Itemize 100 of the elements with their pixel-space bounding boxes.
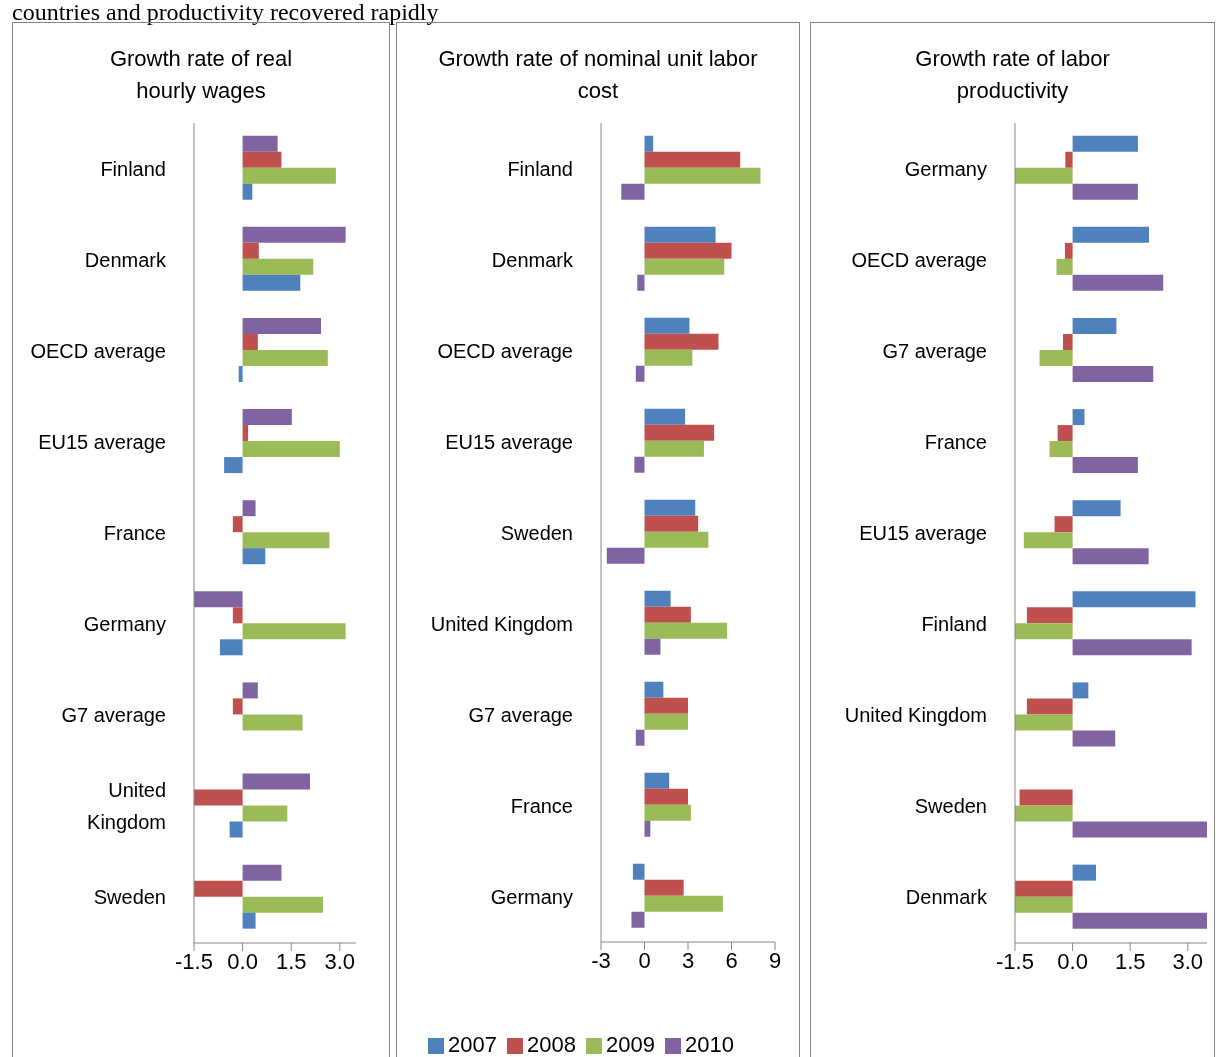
bar xyxy=(1072,912,1207,929)
bar xyxy=(1026,607,1073,624)
y-tick-label: Germany xyxy=(904,157,987,180)
bar xyxy=(644,713,688,730)
bar xyxy=(644,804,691,821)
bar xyxy=(238,365,243,382)
bar xyxy=(635,365,645,382)
bar xyxy=(1015,714,1073,731)
bar xyxy=(242,912,256,929)
y-tick-label: France xyxy=(510,794,573,817)
y-tick-label: Sweden xyxy=(93,886,166,909)
x-tick-label: 6 xyxy=(725,947,738,973)
bar xyxy=(1072,183,1138,200)
bar xyxy=(644,515,699,532)
bar xyxy=(242,441,340,458)
bar xyxy=(194,591,243,608)
bar xyxy=(194,880,243,897)
bar xyxy=(242,409,292,426)
bar xyxy=(1023,532,1073,549)
bar xyxy=(242,548,266,565)
y-tick-label: G7 average xyxy=(468,703,573,726)
bar xyxy=(644,697,688,714)
bar xyxy=(644,638,661,655)
bar xyxy=(229,821,243,838)
bar xyxy=(1072,365,1154,382)
x-tick-label: 0.0 xyxy=(1057,948,1088,974)
bar xyxy=(631,911,645,928)
y-tick-label: Denmark xyxy=(491,248,574,271)
bar xyxy=(1072,457,1138,474)
bar xyxy=(1054,516,1073,533)
bar xyxy=(644,531,709,548)
bar xyxy=(1072,500,1121,517)
bar xyxy=(644,681,664,698)
x-tick-label: 3.0 xyxy=(1172,948,1204,974)
legend-label: 2009 xyxy=(606,1032,655,1057)
x-tick-label: 3.0 xyxy=(324,948,356,974)
bar xyxy=(1064,242,1073,259)
bar xyxy=(242,349,328,366)
bar xyxy=(1072,317,1117,334)
bar xyxy=(232,516,243,533)
x-tick-label: 1.5 xyxy=(1114,948,1146,974)
bar xyxy=(242,425,249,442)
y-tick-label: United Kingdom xyxy=(430,612,573,635)
bar xyxy=(224,457,243,474)
bar xyxy=(242,135,278,152)
bar xyxy=(1072,409,1085,426)
bar xyxy=(1056,258,1073,275)
bar xyxy=(644,349,693,366)
x-tick-label: -3 xyxy=(591,947,611,973)
bar xyxy=(1072,226,1150,243)
bar xyxy=(632,863,645,880)
chart-title: Growth rate of real hourly wages xyxy=(108,45,294,105)
chart-title: Growth rate of labor productivity xyxy=(914,45,1111,105)
bar xyxy=(242,167,336,184)
bar xyxy=(1015,623,1073,640)
bar xyxy=(1015,167,1073,184)
bar xyxy=(644,499,696,516)
bar xyxy=(644,242,732,259)
bar xyxy=(1072,135,1138,152)
bar xyxy=(1072,682,1089,699)
bar xyxy=(1072,864,1097,881)
chart-title: Growth rate of nominal unit labor cost xyxy=(437,45,759,105)
x-tick-label: -1.5 xyxy=(175,948,213,974)
legend-label: 2008 xyxy=(527,1032,576,1057)
bar xyxy=(621,183,645,200)
bar xyxy=(644,317,690,334)
bar xyxy=(242,151,282,168)
bar xyxy=(644,788,688,805)
bar xyxy=(644,151,741,168)
y-tick-label: G7 average xyxy=(882,339,987,362)
legend-label: 2007 xyxy=(448,1032,498,1057)
bar xyxy=(1015,880,1073,897)
x-tick-label: 9 xyxy=(768,947,782,973)
bar xyxy=(644,879,684,896)
bar xyxy=(634,456,645,473)
bar xyxy=(644,226,716,243)
y-tick-label: OECD average xyxy=(30,339,166,362)
bar xyxy=(242,242,259,259)
bar xyxy=(606,547,645,564)
y-tick-label: Germany xyxy=(83,613,166,636)
bar xyxy=(242,864,282,881)
bar xyxy=(644,333,719,350)
bar xyxy=(242,532,330,549)
bar xyxy=(242,714,303,731)
y-tick-label: EU15 average xyxy=(859,522,987,544)
bar xyxy=(1015,805,1073,822)
y-tick-label: United Kingdom xyxy=(87,779,166,834)
bar xyxy=(644,895,723,912)
bar xyxy=(1072,548,1149,565)
bar xyxy=(1065,151,1073,168)
bar xyxy=(1049,441,1073,458)
bar xyxy=(644,772,670,789)
bar xyxy=(1015,896,1073,913)
y-tick-label: Sweden xyxy=(500,521,573,544)
y-tick-label: Finland xyxy=(507,157,573,180)
y-tick-label: France xyxy=(103,522,166,544)
y-tick-label: Denmark xyxy=(905,886,988,909)
bar xyxy=(635,729,645,746)
bar xyxy=(644,606,691,623)
y-tick-label: OECD average xyxy=(851,248,987,271)
